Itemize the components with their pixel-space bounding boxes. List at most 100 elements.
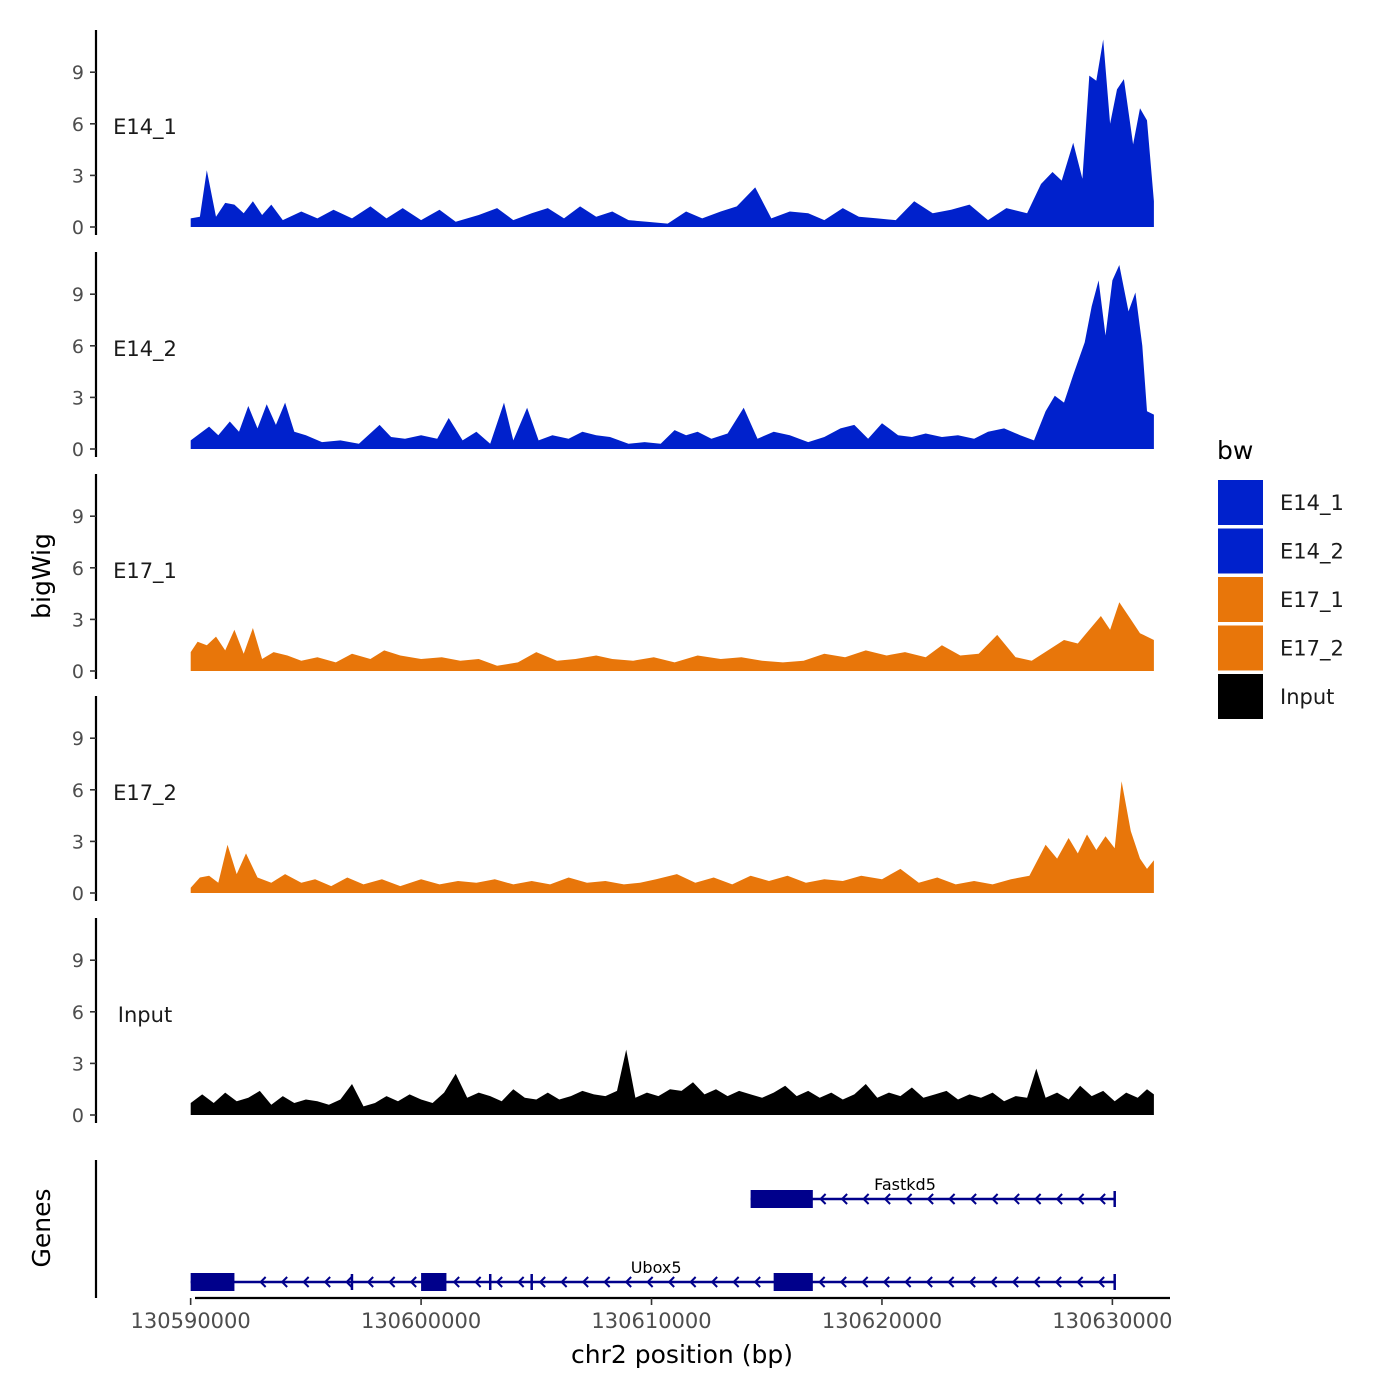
y-axis-title: bigWig xyxy=(27,533,56,619)
strand-arrow xyxy=(819,1193,827,1205)
strand-arrow xyxy=(1054,1276,1062,1288)
coverage-area-E14_1 xyxy=(190,39,1154,227)
legend-swatch-E14_1 xyxy=(1218,480,1263,525)
exon xyxy=(750,1190,813,1208)
strand-arrow xyxy=(323,1276,331,1288)
y-tick-label: 3 xyxy=(72,609,84,631)
legend-swatch-Input xyxy=(1218,674,1263,719)
strand-arrow xyxy=(366,1276,374,1288)
track-E14_2: 0 3 6 9 E14_2 xyxy=(72,252,1154,461)
exon xyxy=(190,1273,235,1291)
y-tick-label: 3 xyxy=(72,831,84,853)
y-tick-label: 6 xyxy=(72,114,84,136)
strand-arrow xyxy=(560,1276,568,1288)
y-tick-label: 0 xyxy=(72,883,84,905)
track-Input: 0 3 6 9 Input xyxy=(72,918,1154,1127)
track-label-E17_1: E17_1 xyxy=(113,559,177,584)
track-label-E14_2: E14_2 xyxy=(113,337,177,362)
y-tick-label: 0 xyxy=(72,439,84,461)
strand-arrow xyxy=(280,1276,288,1288)
strand-arrow xyxy=(259,1276,267,1288)
strand-arrow xyxy=(302,1276,310,1288)
legend-entries: E14_1 E14_2 E17_1 E17_2 Input xyxy=(1218,480,1344,719)
strand-arrow xyxy=(538,1276,546,1288)
genes-panel: Fastkd5 Ubox5 130590000 130600000 130610000 1… xyxy=(94,1160,1173,1333)
gene-name-Fastkd5: Fastkd5 xyxy=(874,1175,936,1194)
legend-swatch-E17_1 xyxy=(1218,577,1263,622)
strand-arrow xyxy=(710,1276,718,1288)
y-tick-label: 0 xyxy=(72,217,84,239)
coverage-area-E17_2 xyxy=(190,781,1154,893)
strand-arrow xyxy=(839,1276,847,1288)
gene-Fastkd5: Fastkd5 xyxy=(750,1175,1116,1208)
strand-arrow xyxy=(947,1276,955,1288)
exon xyxy=(773,1273,813,1291)
strand-arrow xyxy=(409,1276,417,1288)
strand-arrow xyxy=(969,1193,977,1205)
strand-arrow xyxy=(882,1276,890,1288)
legend-label-E17_2: E17_2 xyxy=(1280,637,1344,662)
strand-arrow xyxy=(1012,1193,1020,1205)
strand-arrow xyxy=(991,1193,999,1205)
y-tick-label: 0 xyxy=(72,1105,84,1127)
strand-arrow xyxy=(905,1193,913,1205)
strand-arrow xyxy=(732,1276,740,1288)
legend-label-E14_2: E14_2 xyxy=(1280,540,1344,565)
strand-arrow xyxy=(861,1276,869,1288)
y-tick-label: 9 xyxy=(72,950,84,972)
strand-arrow xyxy=(646,1276,654,1288)
legend-label-Input: Input xyxy=(1280,685,1334,709)
strand-arrow xyxy=(1034,1193,1042,1205)
strand-arrow xyxy=(667,1276,675,1288)
strand-arrow xyxy=(904,1276,912,1288)
y-tick-label: 9 xyxy=(72,62,84,84)
strand-arrow xyxy=(1055,1193,1063,1205)
legend-swatch-E14_2 xyxy=(1218,528,1263,574)
y-tick-label: 9 xyxy=(72,728,84,750)
gene-Ubox5: Ubox5 xyxy=(190,1258,1116,1291)
x-tick-label: 130610000 xyxy=(591,1309,711,1333)
y-tick-label: 6 xyxy=(72,336,84,358)
y-tick-label: 6 xyxy=(72,558,84,580)
strand-arrow xyxy=(990,1276,998,1288)
strand-arrow xyxy=(517,1276,525,1288)
y-tick-label: 3 xyxy=(72,165,84,187)
x-tick-label: 130620000 xyxy=(822,1309,942,1333)
strand-arrow xyxy=(495,1276,503,1288)
strand-arrow xyxy=(948,1193,956,1205)
track-label-Input: Input xyxy=(118,1003,172,1027)
y-tick-label: 3 xyxy=(72,387,84,409)
y-tick-label: 9 xyxy=(72,284,84,306)
strand-arrow xyxy=(1097,1276,1105,1288)
strand-arrow xyxy=(840,1193,848,1205)
gene-name-Ubox5: Ubox5 xyxy=(631,1258,682,1277)
track-E17_1: 0 3 6 9 E17_1 xyxy=(72,474,1154,683)
x-tick-label: 130600000 xyxy=(361,1309,481,1333)
strand-arrow xyxy=(968,1276,976,1288)
track-label-E17_2: E17_2 xyxy=(113,781,177,806)
track-E14_1: 0 3 6 9 E14_1 xyxy=(72,30,1154,239)
strand-arrow xyxy=(818,1276,826,1288)
track-label-E14_1: E14_1 xyxy=(113,115,177,140)
strand-arrow xyxy=(1033,1276,1041,1288)
strand-arrow xyxy=(753,1276,761,1288)
y-tick-label: 0 xyxy=(72,661,84,683)
y-tick-label: 9 xyxy=(72,506,84,528)
coverage-area-E17_1 xyxy=(190,602,1154,671)
strand-arrow xyxy=(925,1276,933,1288)
x-tick-label: 130590000 xyxy=(131,1309,251,1333)
strand-arrow xyxy=(689,1276,697,1288)
coverage-area-E14_2 xyxy=(190,265,1154,449)
strand-arrow xyxy=(624,1276,632,1288)
y-tick-label: 6 xyxy=(72,1002,84,1024)
strand-arrow xyxy=(452,1276,460,1288)
strand-arrow xyxy=(1076,1276,1084,1288)
y-tick-label: 3 xyxy=(72,1053,84,1075)
track-E17_2: 0 3 6 9 E17_2 xyxy=(72,696,1154,905)
exon xyxy=(421,1273,447,1291)
strand-arrow xyxy=(883,1193,891,1205)
x-tick-label: 130630000 xyxy=(1052,1309,1172,1333)
legend-label-E14_1: E14_1 xyxy=(1280,491,1344,516)
strand-arrow xyxy=(926,1193,934,1205)
